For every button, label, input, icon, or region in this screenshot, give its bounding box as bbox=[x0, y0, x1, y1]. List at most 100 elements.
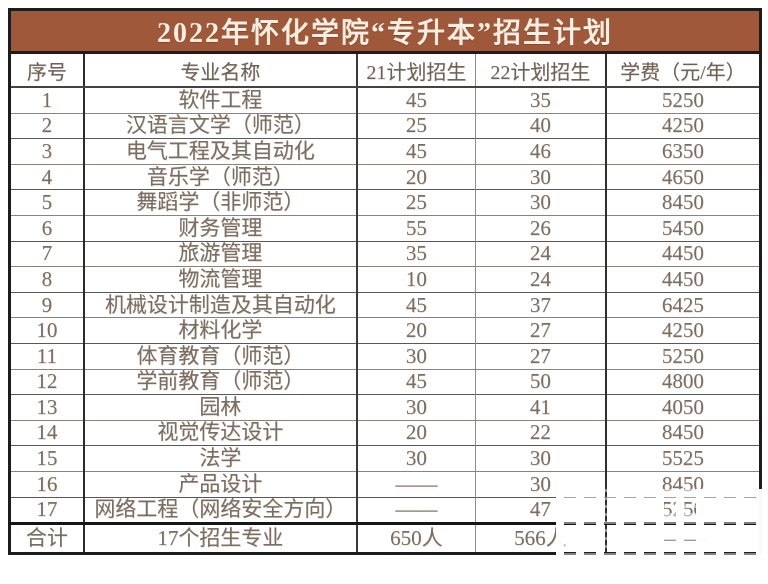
cell-major: 舞蹈学（非师范） bbox=[83, 189, 358, 216]
cell-tuition: 4650 bbox=[605, 163, 761, 190]
cell-plan22: 41 bbox=[475, 394, 607, 421]
table-row: 15 法学 30 30 5525 bbox=[9, 445, 761, 472]
cell-tuition: 5250 bbox=[605, 342, 761, 370]
table-body: 1 软件工程 45 35 5250 2 汉语言文学（师范） 25 40 4250 3 电气工程及其自动… bbox=[9, 87, 761, 554]
cell-plan21: 25 bbox=[356, 112, 476, 139]
cell-index: 16 bbox=[9, 470, 85, 497]
page-title: 2022年怀化学院“专升本”招生计划 bbox=[9, 9, 761, 54]
cell-tuition: —— bbox=[605, 522, 761, 554]
table-row: 11 体育教育（师范） 30 27 5250 bbox=[9, 342, 761, 370]
cell-index: 2 bbox=[9, 112, 85, 139]
cell-index: 13 bbox=[9, 394, 85, 421]
cell-plan21: 20 bbox=[356, 163, 476, 190]
cell-index: 14 bbox=[9, 419, 85, 446]
cell-tuition: 4450 bbox=[605, 240, 761, 267]
cell-plan22: 30 bbox=[475, 163, 607, 190]
cell-plan22: 27 bbox=[475, 342, 607, 370]
cell-plan22: 47 bbox=[475, 496, 607, 524]
cell-plan21: 20 bbox=[356, 317, 476, 344]
cell-plan22: 50 bbox=[475, 368, 607, 395]
cell-major: 电气工程及其自动化 bbox=[83, 138, 358, 165]
cell-major: 法学 bbox=[83, 445, 358, 472]
cell-plan22: 37 bbox=[475, 291, 607, 318]
table-row: 1 软件工程 45 35 5250 bbox=[9, 87, 761, 114]
col-header-major: 专业名称 bbox=[83, 52, 358, 88]
col-header-plan21: 21计划招生 bbox=[356, 52, 476, 88]
cell-tuition: 8450 bbox=[605, 419, 761, 446]
cell-plan21: 20 bbox=[356, 419, 476, 446]
cell-plan21: 45 bbox=[356, 291, 476, 318]
cell-major: 学前教育（师范） bbox=[83, 368, 358, 395]
cell-plan21: 45 bbox=[356, 368, 476, 395]
cell-major: 产品设计 bbox=[83, 470, 358, 497]
table-row: 16 产品设计 —— 30 8450 bbox=[9, 470, 761, 497]
col-header-index: 序号 bbox=[9, 52, 85, 88]
table-row: 2 汉语言文学（师范） 25 40 4250 bbox=[9, 112, 761, 139]
cell-plan22: 24 bbox=[475, 240, 607, 267]
table-row: 5 舞蹈学（非师范） 25 30 8450 bbox=[9, 189, 761, 216]
cell-index: 6 bbox=[9, 214, 85, 242]
cell-plan21: 30 bbox=[356, 445, 476, 472]
cell-index: 5 bbox=[9, 189, 85, 216]
cell-index: 3 bbox=[9, 138, 85, 165]
table-row: 3 电气工程及其自动化 45 46 6350 bbox=[9, 138, 761, 165]
cell-plan21: —— bbox=[356, 496, 476, 524]
col-header-plan22: 22计划招生 bbox=[475, 52, 607, 88]
enrollment-table: 2022年怀化学院“专升本”招生计划 序号 专业名称 21计划招生 22计划招生… bbox=[8, 8, 762, 556]
cell-plan21: 30 bbox=[356, 394, 476, 421]
cell-plan21: 30 bbox=[356, 342, 476, 370]
cell-plan21: 45 bbox=[356, 87, 476, 114]
cell-major: 汉语言文学（师范） bbox=[83, 112, 358, 139]
cell-index: 9 bbox=[9, 291, 85, 318]
cell-index: 15 bbox=[9, 445, 85, 472]
cell-major: 体育教育（师范） bbox=[83, 342, 358, 370]
cell-tuition: 4250 bbox=[605, 317, 761, 344]
cell-index: 17 bbox=[9, 496, 85, 524]
cell-tuition: 5250 bbox=[661, 87, 704, 112]
cell-tuition: 8450 bbox=[605, 189, 761, 216]
cell-major: 物流管理 bbox=[83, 266, 358, 293]
cell-plan21: 55 bbox=[356, 214, 476, 242]
cell-tuition: 4050 bbox=[605, 394, 761, 421]
cell-tuition: 6425 bbox=[605, 291, 761, 318]
cell-plan22: 35 bbox=[475, 87, 607, 114]
cell-index: 12 bbox=[9, 368, 85, 395]
cell-plan21: 650人 bbox=[356, 522, 476, 554]
cell-plan22: 30 bbox=[475, 470, 607, 497]
table-row: 14 视觉传达设计 20 22 8450 bbox=[9, 419, 761, 446]
cell-plan22: 22 bbox=[475, 419, 607, 446]
cell-plan22: 30 bbox=[475, 445, 607, 472]
cell-major: 网络工程（网络安全方向） bbox=[83, 496, 358, 524]
table-row: 13 园林 30 41 4050 bbox=[9, 394, 761, 421]
cell-plan22: 26 bbox=[475, 214, 607, 242]
cell-index: 7 bbox=[9, 240, 85, 267]
table-row: 12 学前教育（师范） 45 50 4800 bbox=[9, 368, 761, 395]
cell-plan21: 10 bbox=[356, 266, 476, 293]
table-row: 10 材料化学 20 27 4250 bbox=[9, 317, 761, 344]
cell-tuition: 5525 bbox=[605, 445, 761, 472]
cell-index: 合计 bbox=[9, 522, 85, 554]
cell-major: 园林 bbox=[83, 394, 358, 421]
table-row: 4 音乐学（师范） 20 30 4650 bbox=[9, 163, 761, 190]
table-row: 6 财务管理 55 26 5450 bbox=[9, 214, 761, 242]
cell-index: 1 bbox=[9, 87, 85, 114]
cell-major: 音乐学（师范） bbox=[83, 163, 358, 190]
table-row: 9 机械设计制造及其自动化 45 37 6425 bbox=[9, 291, 761, 318]
cell-plan21: —— bbox=[356, 470, 476, 497]
cell-plan22: 30 bbox=[475, 189, 607, 216]
cell-index: 11 bbox=[9, 342, 85, 370]
cell-tuition: 4800 bbox=[605, 368, 761, 395]
total-row: 合计 17个招生专业 650人 566人 —— bbox=[9, 522, 761, 554]
table-row: 7 旅游管理 35 24 4450 bbox=[9, 240, 761, 267]
cell-major: 视觉传达设计 bbox=[83, 419, 358, 446]
cell-plan22: 27 bbox=[475, 317, 607, 344]
col-header-tuition: 学费（元/年） bbox=[605, 52, 761, 88]
table-title-row: 2022年怀化学院“专升本”招生计划 bbox=[9, 9, 761, 54]
cell-plan22: 40 bbox=[475, 112, 607, 139]
cell-plan21: 35 bbox=[356, 240, 476, 267]
cell-index: 8 bbox=[9, 266, 85, 293]
cell-tuition: 5250 bbox=[605, 496, 761, 524]
table-row: 17 网络工程（网络安全方向） —— 47 5250 bbox=[9, 496, 761, 524]
cell-major: 软件工程 bbox=[83, 87, 358, 114]
